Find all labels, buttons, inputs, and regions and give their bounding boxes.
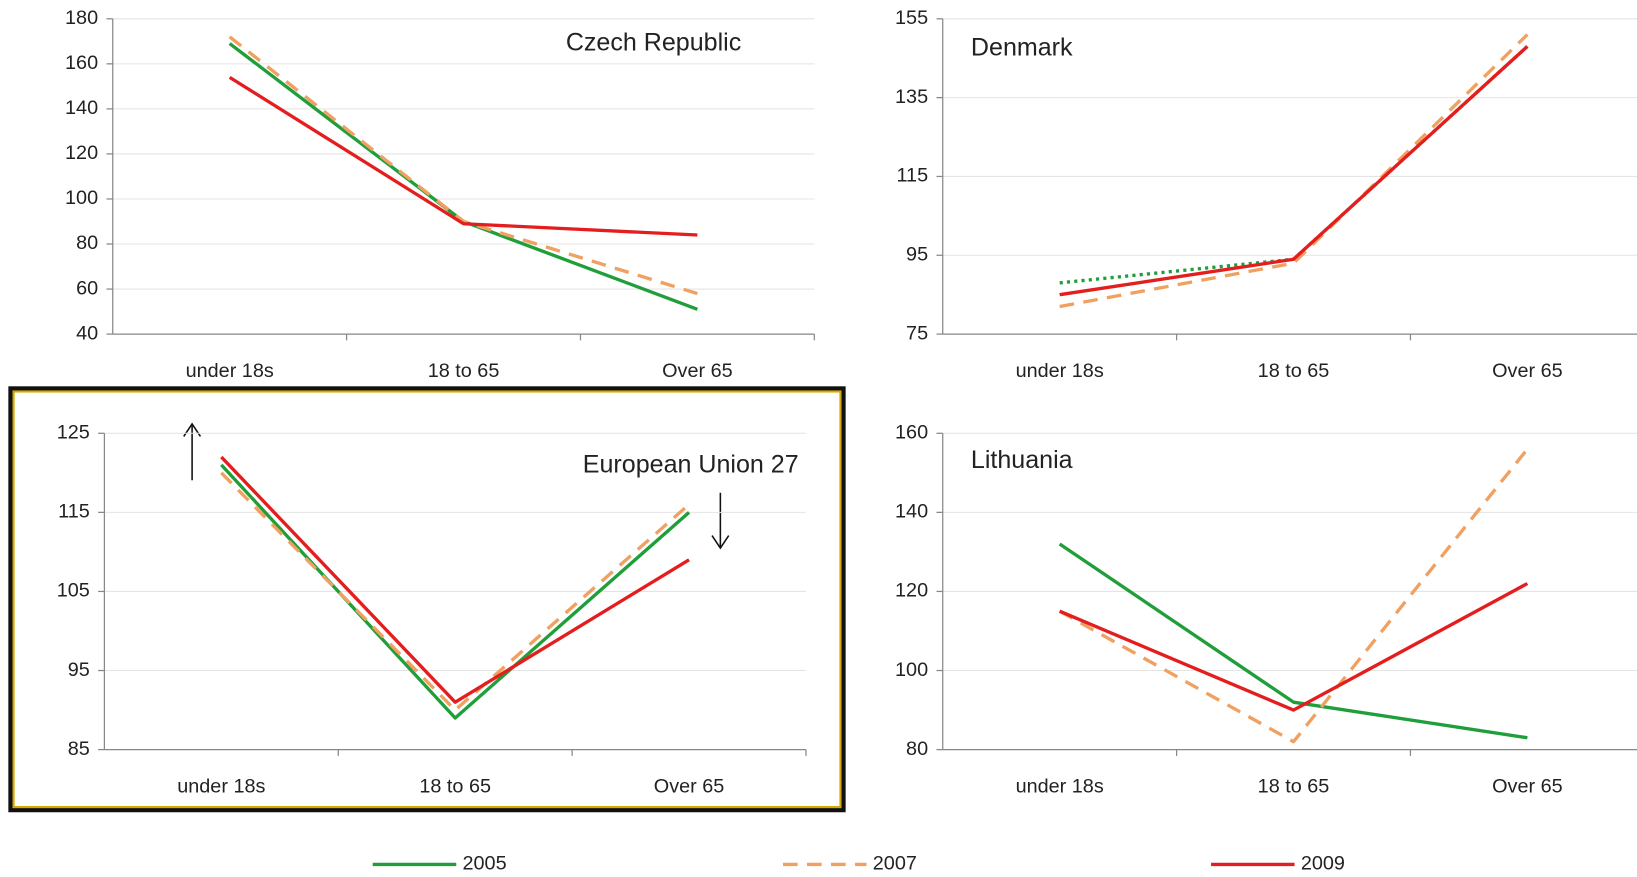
series-line	[1058, 542, 1528, 740]
y-tick-label: 115	[58, 501, 90, 523]
panel: 75 95 115 135 155 under 18s 18 to 65 Over 65 Den…	[895, 7, 1637, 382]
chart-title: Denmark	[971, 34, 1073, 62]
x-tick-label: Over 65	[1492, 775, 1563, 797]
x-tick-label: 18 to 65	[1258, 775, 1330, 797]
x-tick-label: Over 65	[662, 360, 733, 382]
y-tick-label: 120	[895, 580, 928, 602]
series-line	[220, 471, 691, 712]
y-tick-label: 135	[895, 86, 928, 108]
y-tick-label: 140	[65, 97, 98, 119]
arrow-up	[183, 422, 202, 481]
series-line	[1059, 33, 1529, 309]
x-tick-label: Over 65	[1492, 360, 1563, 382]
series-line	[220, 463, 691, 720]
legend-label: 2007	[873, 853, 917, 875]
y-tick-label: 160	[895, 422, 928, 444]
panel: 85 95 105 115 125 under 18s 18 to 65 Over 65 Eur…	[57, 422, 807, 797]
y-tick-label: 140	[895, 501, 928, 523]
series-line	[1059, 582, 1529, 712]
x-tick-label: 18 to 65	[1258, 360, 1330, 382]
legend-item: 2009	[1211, 853, 1345, 875]
x-tick-label: under 18s	[1016, 360, 1104, 382]
y-tick-label: 155	[895, 7, 928, 29]
highlight-frame	[8, 386, 846, 813]
legend-item: 2005	[372, 853, 507, 875]
arrow-down	[711, 492, 730, 550]
x-tick-label: under 18s	[186, 360, 274, 382]
legend-item: 2007	[783, 853, 917, 875]
y-tick-label: 160	[65, 52, 98, 74]
series-line	[1058, 448, 1529, 744]
series-line	[1059, 45, 1529, 285]
y-tick-label: 80	[76, 232, 98, 254]
x-tick-label: 18 to 65	[428, 360, 500, 382]
chart-title: Czech Republic	[566, 28, 741, 56]
chart-title: European Union 27	[583, 450, 799, 478]
x-tick-label: under 18s	[1016, 775, 1104, 797]
series-line	[228, 75, 698, 237]
y-tick-label: 95	[906, 244, 928, 266]
x-tick-label: under 18s	[177, 775, 265, 797]
panel: 80 100 120 140 160 under 18s 18 to 65 Over 65 Li…	[895, 422, 1637, 797]
y-tick-label: 85	[68, 738, 90, 760]
y-tick-label: 75	[906, 322, 928, 344]
x-tick-label: 18 to 65	[419, 775, 491, 797]
x-tick-label: Over 65	[654, 775, 725, 797]
y-tick-label: 80	[906, 738, 928, 760]
y-tick-label: 60	[76, 277, 98, 299]
chart-title: Lithuania	[971, 446, 1073, 474]
y-tick-label: 105	[57, 580, 90, 602]
series-line	[228, 35, 698, 296]
y-tick-label: 115	[896, 165, 928, 187]
legend-label: 2009	[1301, 853, 1345, 875]
y-tick-label: 95	[68, 659, 90, 681]
y-tick-label: 40	[76, 322, 98, 344]
y-tick-label: 125	[57, 422, 90, 444]
series-line	[228, 42, 698, 311]
highlight-frame-inner	[12, 390, 842, 809]
y-tick-label: 180	[65, 7, 98, 29]
series-line	[220, 455, 690, 704]
y-tick-label: 100	[895, 659, 928, 681]
legend-label: 2005	[462, 853, 506, 875]
series-line	[1059, 45, 1529, 297]
panel: 40 60 80 100 120 140 160 180 under 18s 18 to 65 Ov…	[65, 7, 815, 382]
y-tick-label: 100	[65, 187, 98, 209]
y-tick-label: 120	[65, 142, 98, 164]
